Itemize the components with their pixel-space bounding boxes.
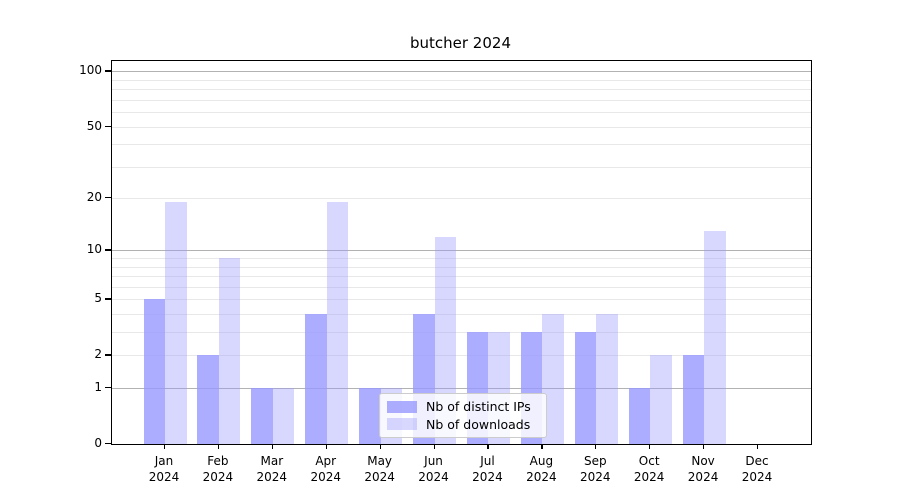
bar-downloads-aug xyxy=(542,314,564,444)
y-tick-mark xyxy=(105,443,111,445)
x-tick-label-jul: Jul 2024 xyxy=(472,454,503,484)
x-tick-mark xyxy=(757,444,759,449)
y-tick-mark xyxy=(105,354,111,356)
legend-swatch-downloads-icon xyxy=(387,418,417,431)
y-tick-label: 100 xyxy=(79,63,102,78)
chart-title: butcher 2024 xyxy=(409,34,511,52)
gridline-minor xyxy=(112,258,811,260)
x-tick-mark xyxy=(649,444,651,449)
x-tick-label-jun: Jun 2024 xyxy=(418,454,449,484)
y-tick-label: 50 xyxy=(86,118,102,133)
bar-distinct-ips-nov xyxy=(682,355,705,444)
y-tick-label: 1 xyxy=(94,380,102,395)
gridline-major xyxy=(112,388,811,390)
gridline-major xyxy=(112,250,811,252)
bar-downloads-jun xyxy=(434,236,457,444)
x-tick-mark xyxy=(325,444,327,449)
bar-downloads-feb xyxy=(218,258,241,444)
x-tick-label-aug: Aug 2024 xyxy=(526,454,557,484)
x-tick-label-may: May 2024 xyxy=(364,454,395,484)
gridline-major xyxy=(112,71,811,73)
legend-label-downloads: Nb of downloads xyxy=(426,416,531,432)
bar-distinct-ips-mar xyxy=(251,388,273,444)
x-tick-mark xyxy=(595,444,597,449)
x-tick-mark xyxy=(487,444,489,449)
x-tick-mark xyxy=(379,444,381,449)
gridline-minor xyxy=(112,126,811,128)
gridline-minor xyxy=(112,266,811,268)
x-tick-mark xyxy=(271,444,273,449)
y-tick-label: 0 xyxy=(94,436,102,450)
legend-swatch-distinct-ips-icon xyxy=(387,400,417,413)
y-tick-label: 5 xyxy=(94,291,102,306)
y-tick-label: 20 xyxy=(86,190,102,205)
bar-downloads-apr xyxy=(326,202,349,444)
x-tick-label-oct: Oct 2024 xyxy=(633,454,665,484)
gridline-minor xyxy=(112,166,811,168)
gridline-minor xyxy=(112,276,811,278)
y-tick-mark xyxy=(105,125,111,127)
y-tick-mark xyxy=(105,387,111,389)
bar-downloads-oct xyxy=(650,355,672,444)
gridline-minor xyxy=(112,332,811,334)
gridline-minor xyxy=(112,286,811,288)
y-tick-label: 2 xyxy=(94,347,102,362)
y-tick-mark xyxy=(105,249,111,251)
gridline-minor xyxy=(112,112,811,114)
gridline-minor xyxy=(112,89,811,91)
gridline-minor xyxy=(112,355,811,357)
x-tick-mark xyxy=(541,444,543,449)
gridline-minor xyxy=(112,314,811,316)
x-tick-mark xyxy=(433,444,435,449)
bar-downloads-nov xyxy=(704,230,726,444)
y-tick-mark xyxy=(105,298,111,300)
plot-area: Nb of distinct IPs Nb of downloads xyxy=(111,60,812,445)
bar-distinct-ips-sep xyxy=(574,332,597,444)
legend-item-distinct-ips: Nb of distinct IPs xyxy=(387,399,538,414)
bar-downloads-sep xyxy=(596,314,618,444)
gridline-minor xyxy=(112,144,811,146)
gridline-minor xyxy=(112,299,811,301)
x-tick-label-nov: Nov 2024 xyxy=(687,454,719,484)
bar-downloads-jan xyxy=(165,202,187,444)
gridline-minor xyxy=(112,99,811,101)
x-tick-label-apr: Apr 2024 xyxy=(310,454,341,484)
x-tick-label-jan: Jan 2024 xyxy=(148,454,180,484)
bar-distinct-ips-may xyxy=(359,388,381,444)
bar-distinct-ips-feb xyxy=(197,355,219,444)
gridline-minor xyxy=(112,198,811,200)
x-tick-label-sep: Sep 2024 xyxy=(579,454,611,484)
x-tick-mark xyxy=(217,444,220,449)
bar-downloads-mar xyxy=(272,388,295,444)
gridline-minor xyxy=(112,79,811,81)
y-tick-mark xyxy=(105,197,111,199)
y-tick-mark xyxy=(105,70,111,72)
x-tick-mark xyxy=(703,444,705,449)
bar-distinct-ips-apr xyxy=(305,314,327,444)
y-tick-label: 10 xyxy=(86,242,102,257)
bar-distinct-ips-oct xyxy=(628,388,651,444)
bar-distinct-ips-jan xyxy=(143,299,165,444)
legend: Nb of distinct IPs Nb of downloads xyxy=(379,393,547,438)
x-tick-mark xyxy=(164,444,166,449)
x-tick-label-mar: Mar 2024 xyxy=(256,454,288,484)
x-tick-label-feb: Feb 2024 xyxy=(202,454,234,484)
legend-label-distinct-ips: Nb of distinct IPs xyxy=(426,399,531,415)
legend-item-downloads: Nb of downloads xyxy=(387,417,538,432)
x-tick-label-dec: Dec 2024 xyxy=(741,454,773,484)
